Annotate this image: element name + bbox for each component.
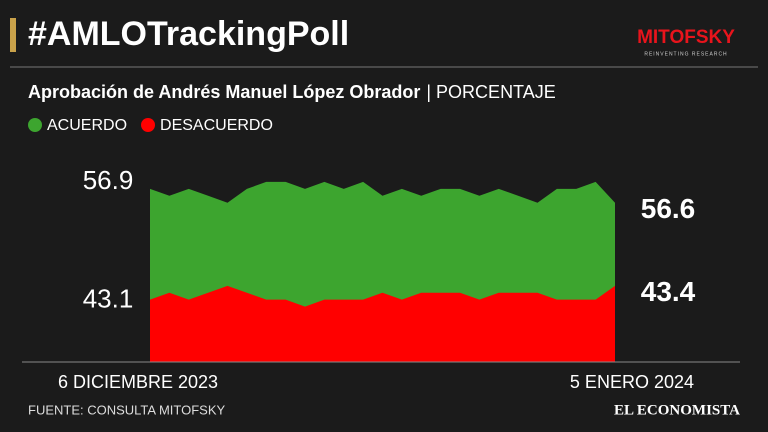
source: FUENTE: CONSULTA MITOFSKY bbox=[28, 402, 226, 417]
publisher: EL ECONOMISTA bbox=[614, 402, 740, 418]
chart-title: Aprobación de Andrés Manuel López Obrado… bbox=[28, 82, 420, 102]
x-tick-label: 5 ENERO 2024 bbox=[570, 372, 694, 392]
end-value-label: 56.6 bbox=[641, 193, 696, 224]
x-tick-label: 6 DICIEMBRE 2023 bbox=[58, 372, 218, 392]
page-title: #AMLOTrackingPoll bbox=[28, 15, 349, 53]
chart-title-line: Aprobación de Andrés Manuel López Obrado… bbox=[28, 82, 556, 102]
y-tick-label: 43.1 bbox=[83, 283, 134, 313]
legend-label: DESACUERDO bbox=[160, 117, 273, 134]
legend-swatch bbox=[28, 118, 42, 132]
legend-swatch bbox=[141, 118, 156, 132]
area bbox=[150, 285, 615, 362]
logo-tagline: REINVENTING RESEARCH bbox=[644, 51, 727, 57]
chart-subtitle: | PORCENTAJE bbox=[426, 82, 555, 102]
y-tick-label: 56.9 bbox=[83, 165, 134, 195]
legend-label: ACUERDO bbox=[47, 117, 127, 134]
end-value-label: 43.4 bbox=[641, 276, 696, 307]
logo: MITOFSKY bbox=[637, 27, 735, 48]
accent-bar bbox=[10, 18, 16, 52]
